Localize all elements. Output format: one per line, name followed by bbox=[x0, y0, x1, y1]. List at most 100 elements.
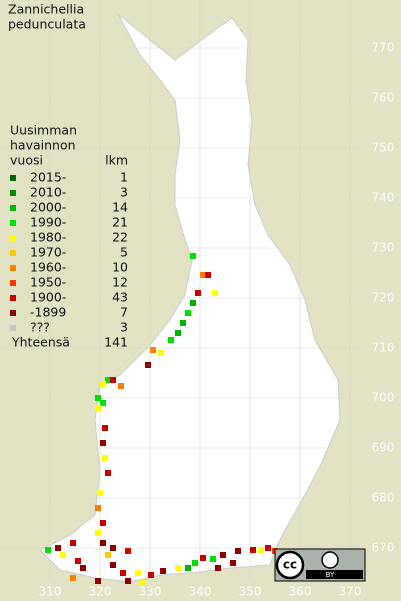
observation bbox=[75, 558, 81, 564]
observation bbox=[195, 290, 201, 296]
legend-count: 1 bbox=[120, 170, 128, 185]
observation bbox=[70, 540, 76, 546]
y-tick-label: 690 bbox=[372, 441, 395, 455]
observation bbox=[135, 570, 141, 576]
observation bbox=[185, 565, 191, 571]
observation bbox=[258, 547, 264, 553]
observation bbox=[102, 425, 108, 431]
observation bbox=[100, 400, 106, 406]
observation bbox=[95, 505, 101, 511]
legend-label: 1900- bbox=[30, 290, 66, 305]
observation bbox=[125, 578, 131, 584]
y-tick-label: 700 bbox=[372, 391, 395, 405]
observation bbox=[212, 290, 218, 296]
observation bbox=[100, 540, 106, 546]
legend-swatch bbox=[10, 265, 16, 271]
legend-label: 1960- bbox=[30, 260, 66, 275]
legend-header: vuosi bbox=[10, 153, 43, 168]
license-badge: cc BY bbox=[274, 548, 366, 582]
legend-count: 5 bbox=[120, 245, 128, 260]
x-tick-label: 310 bbox=[39, 585, 62, 599]
legend-count: 43 bbox=[112, 290, 128, 305]
observation bbox=[95, 405, 101, 411]
legend-count: 3 bbox=[120, 185, 128, 200]
observation bbox=[200, 272, 206, 278]
legend-count: 22 bbox=[112, 230, 128, 245]
x-tick-label: 340 bbox=[189, 585, 212, 599]
observation bbox=[148, 572, 154, 578]
legend-header: havainnon bbox=[10, 138, 76, 153]
observation bbox=[105, 377, 111, 383]
x-tick-label: 360 bbox=[289, 585, 312, 599]
legend-label: 1950- bbox=[30, 275, 66, 290]
y-tick-label: 760 bbox=[372, 91, 395, 105]
y-tick-label: 670 bbox=[372, 541, 395, 555]
legend-swatch bbox=[10, 325, 16, 331]
y-tick-label: 680 bbox=[372, 491, 395, 505]
y-tick-label: 730 bbox=[372, 241, 395, 255]
observation bbox=[120, 570, 126, 576]
legend-count: 7 bbox=[120, 305, 128, 320]
observation bbox=[105, 470, 111, 476]
legend-count: 10 bbox=[112, 260, 128, 275]
title: pedunculata bbox=[8, 17, 86, 32]
legend-count: 14 bbox=[112, 200, 128, 215]
observation bbox=[95, 530, 101, 536]
legend-label: 2015- bbox=[30, 170, 66, 185]
legend-label: ??? bbox=[30, 320, 50, 335]
observation bbox=[230, 560, 236, 566]
observation bbox=[110, 562, 116, 568]
observation bbox=[95, 395, 101, 401]
observation bbox=[220, 552, 226, 558]
legend-count: 12 bbox=[112, 275, 128, 290]
by-icon bbox=[321, 551, 339, 569]
x-tick-label: 330 bbox=[139, 585, 162, 599]
legend-swatch bbox=[10, 310, 16, 316]
observation bbox=[102, 455, 108, 461]
legend-label: 1990- bbox=[30, 215, 66, 230]
observation bbox=[125, 548, 131, 554]
observation bbox=[100, 520, 106, 526]
observation bbox=[180, 320, 186, 326]
by-text: BY bbox=[326, 571, 335, 579]
observation bbox=[110, 545, 116, 551]
total-label: Yhteensä bbox=[11, 335, 70, 350]
legend-count: 3 bbox=[120, 320, 128, 335]
badge-strip bbox=[306, 570, 363, 579]
title: Zannichellia bbox=[8, 2, 84, 17]
observation bbox=[160, 568, 166, 574]
observation bbox=[70, 575, 76, 581]
observation bbox=[45, 547, 51, 553]
observation bbox=[265, 545, 271, 551]
observation bbox=[192, 560, 198, 566]
x-tick-label: 370 bbox=[339, 585, 362, 599]
observation bbox=[118, 383, 124, 389]
observation bbox=[215, 565, 221, 571]
legend-label: -1899 bbox=[30, 305, 66, 320]
legend-swatch bbox=[10, 295, 16, 301]
observation bbox=[105, 552, 111, 558]
observation bbox=[235, 548, 241, 554]
y-tick-label: 720 bbox=[372, 291, 395, 305]
y-tick-label: 770 bbox=[372, 41, 395, 55]
legend-header: Uusimman bbox=[10, 123, 77, 138]
observation bbox=[140, 580, 146, 586]
legend-swatch bbox=[10, 235, 16, 241]
observation bbox=[190, 253, 196, 259]
observation bbox=[145, 362, 151, 368]
observation bbox=[95, 578, 101, 584]
y-tick-label: 740 bbox=[372, 191, 395, 205]
total: 141 bbox=[104, 335, 128, 350]
cc-text: cc bbox=[283, 558, 297, 572]
observation bbox=[110, 377, 116, 383]
legend-count: 21 bbox=[112, 215, 128, 230]
legend-swatch bbox=[10, 250, 16, 256]
observation bbox=[158, 350, 164, 356]
x-tick-label: 350 bbox=[239, 585, 262, 599]
legend-header: lkm bbox=[105, 153, 128, 168]
observation bbox=[168, 337, 174, 343]
observation bbox=[175, 330, 181, 336]
legend-swatch bbox=[10, 220, 16, 226]
observation bbox=[150, 347, 156, 353]
